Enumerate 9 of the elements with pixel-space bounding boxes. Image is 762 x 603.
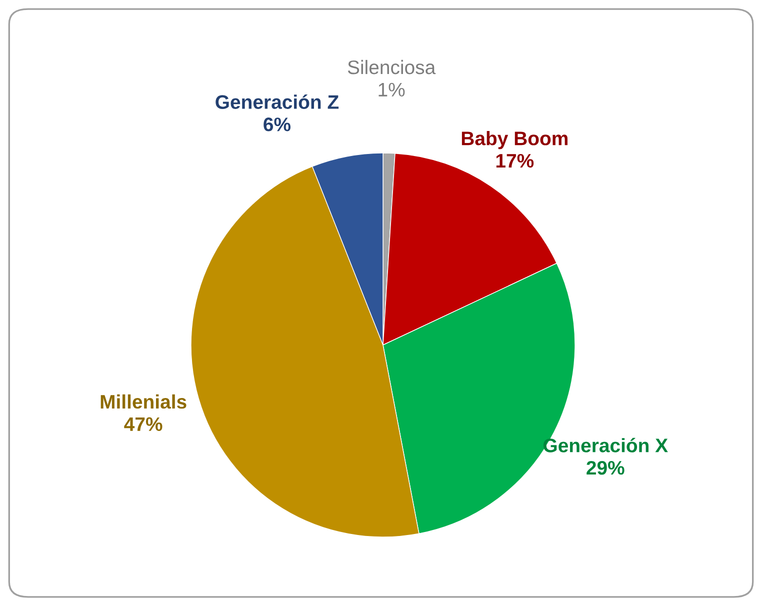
slice-label: Millenials xyxy=(100,394,186,409)
data-label: 17% xyxy=(496,154,534,168)
data-label: 6% xyxy=(264,118,291,132)
data-label: 47% xyxy=(124,417,162,431)
slice-label: Baby Boom xyxy=(462,131,568,150)
slice-label: Generación Z xyxy=(216,94,339,109)
data-label: 29% xyxy=(586,460,624,475)
data-label: 1% xyxy=(378,82,405,96)
slice-label: Silenciosa xyxy=(348,60,436,74)
